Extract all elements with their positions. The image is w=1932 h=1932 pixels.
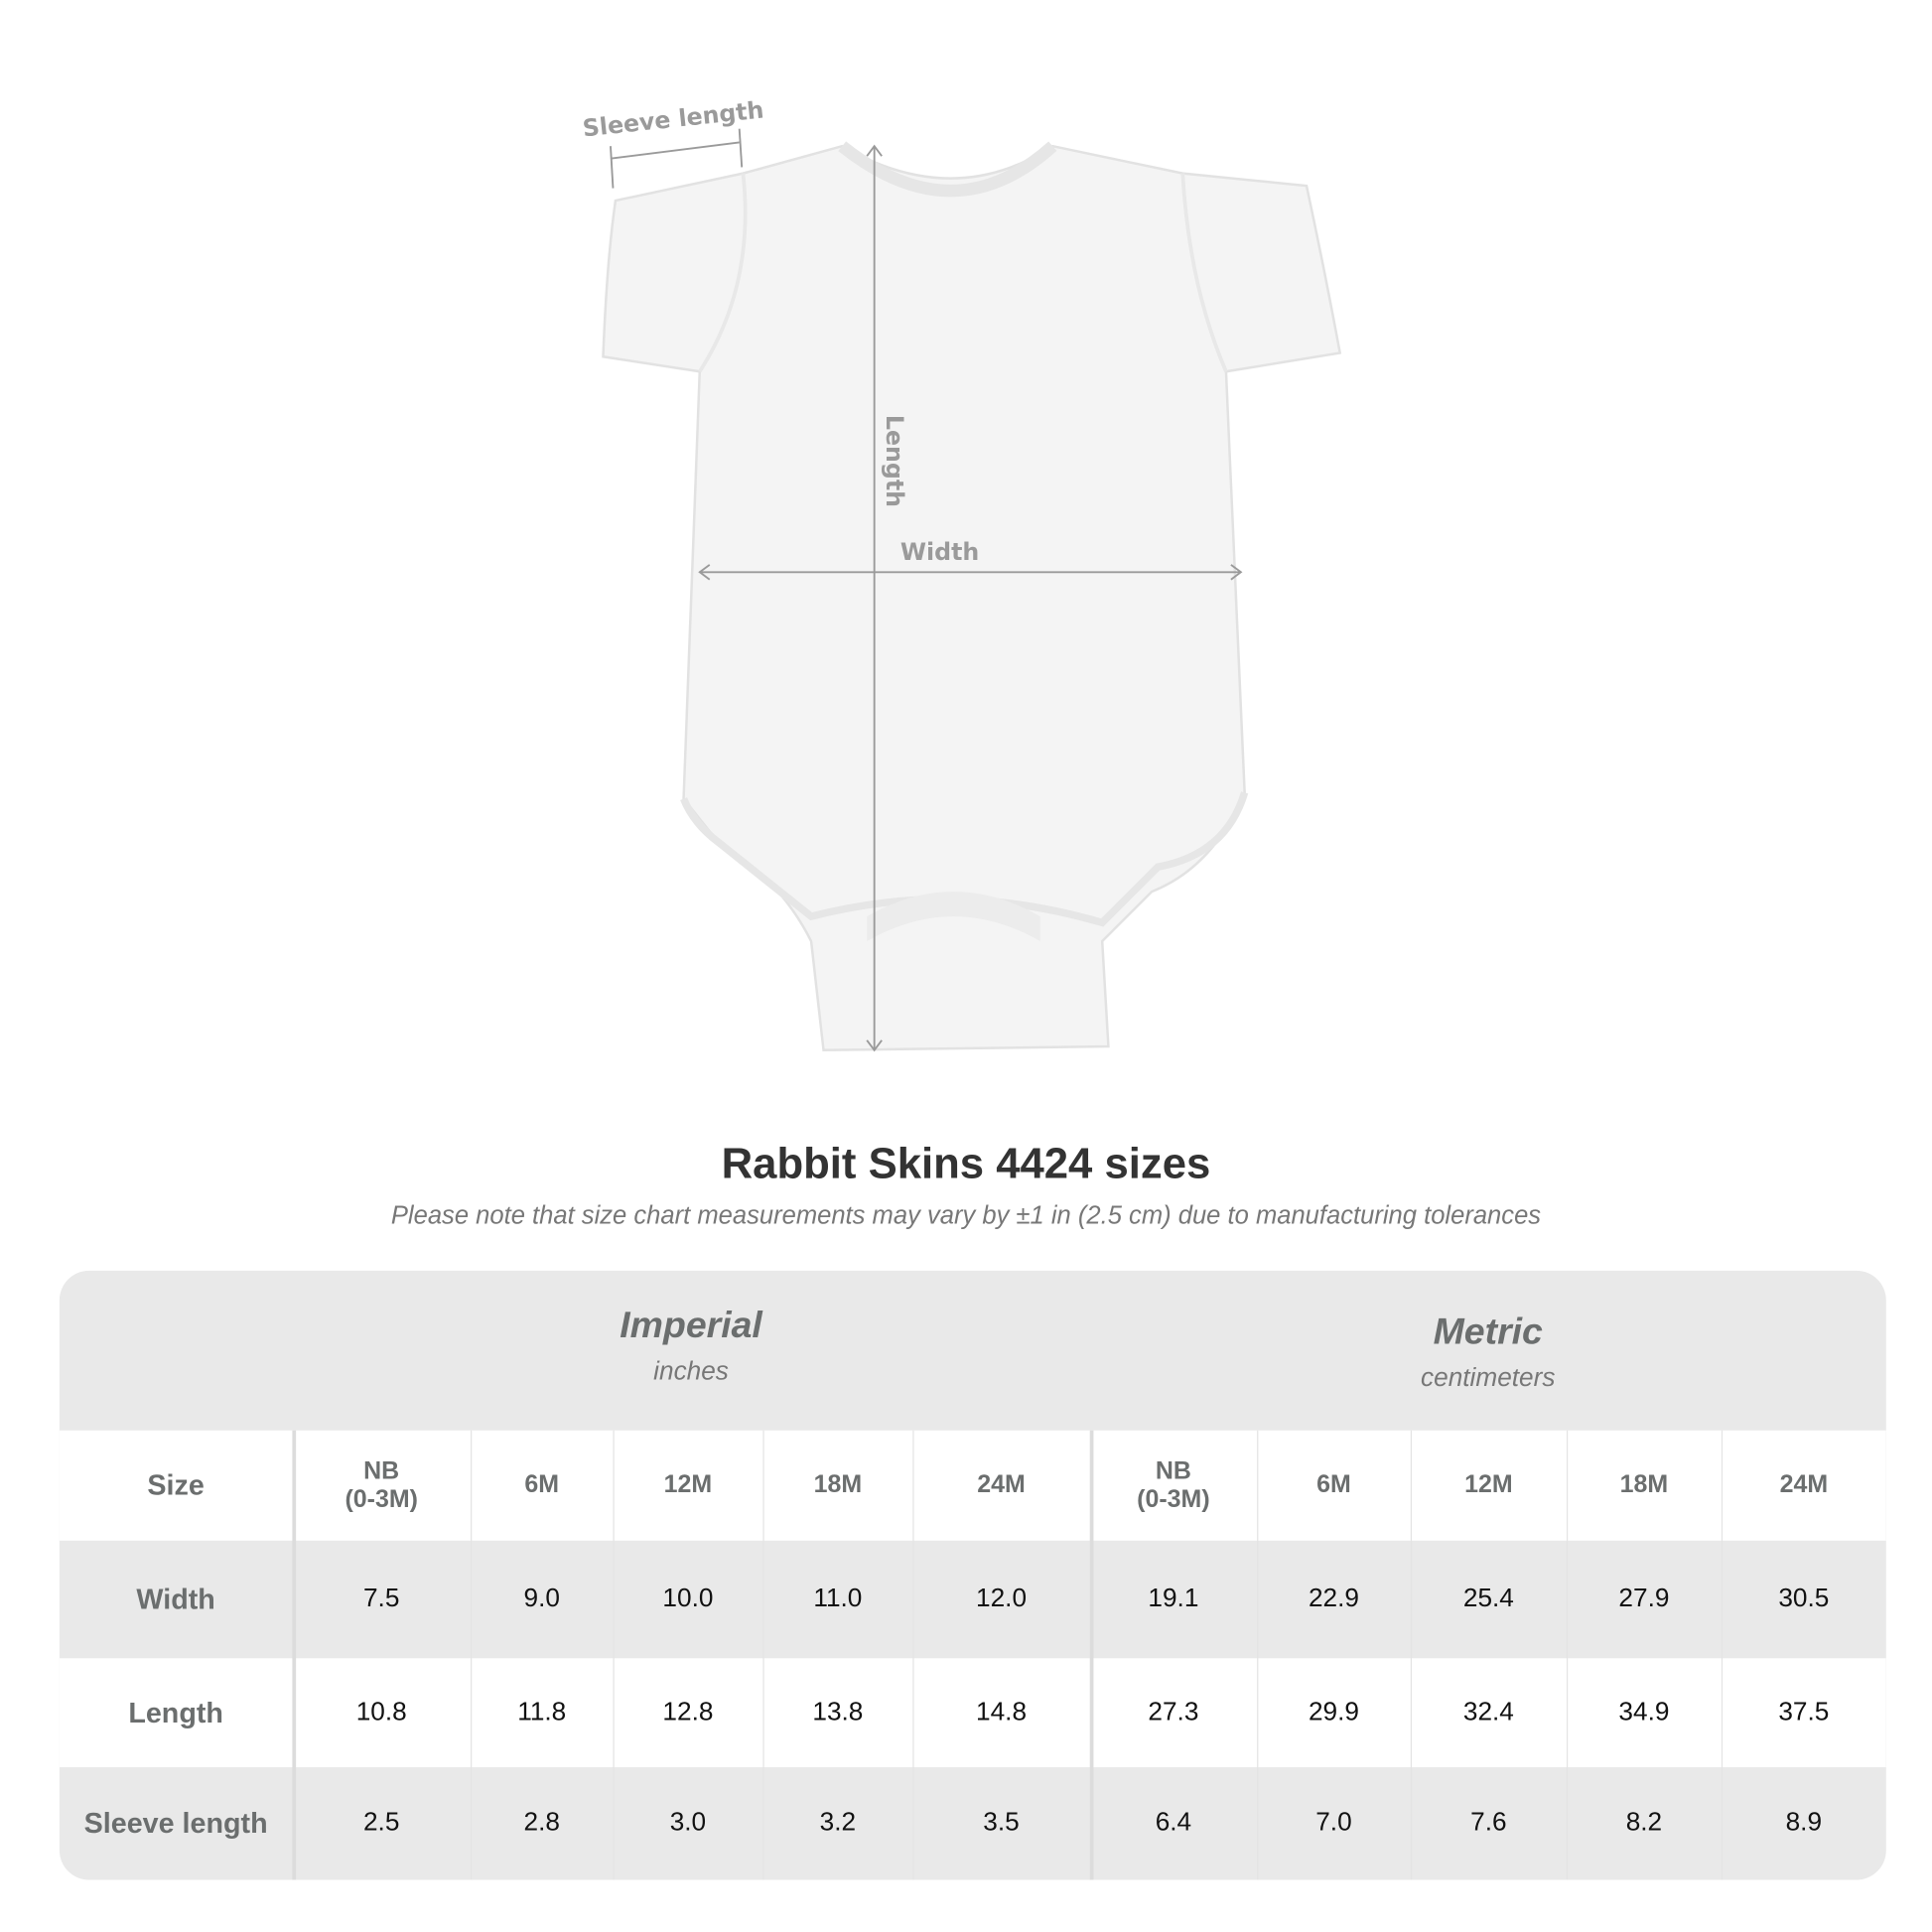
metric-value: 34.9 <box>1618 1698 1670 1726</box>
imperial-size-header: 6M <box>524 1470 560 1499</box>
imperial-size-header: NB (0-3M) <box>345 1456 418 1513</box>
imperial-value: 7.5 <box>362 1584 400 1613</box>
sleeve-length-arrow <box>610 141 740 160</box>
metric-value: 27.9 <box>1618 1584 1670 1613</box>
metric-title: Metric <box>1433 1311 1543 1353</box>
chart-title: Rabbit Skins 4424 sizes <box>721 1139 1211 1188</box>
metric-size-header: 12M <box>1464 1470 1513 1499</box>
size-table: Imperial inches Metric centimeters Size N… <box>59 1270 1886 1880</box>
row-label: Length <box>128 1696 223 1729</box>
tolerance-note: Please note that size chart measurements… <box>390 1200 1542 1230</box>
metric-value: 29.9 <box>1308 1698 1359 1726</box>
metric-value: 37.5 <box>1778 1698 1830 1726</box>
metric-size-header: NB (0-3M) <box>1137 1456 1210 1513</box>
metric-value: 7.0 <box>1315 1808 1352 1838</box>
imperial-value: 14.8 <box>976 1698 1028 1726</box>
imperial-title: Imperial <box>620 1305 762 1346</box>
imperial-unit: inches <box>653 1357 729 1386</box>
imperial-value: 12.8 <box>662 1698 714 1726</box>
imperial-value: 3.0 <box>669 1808 707 1838</box>
imperial-value: 10.8 <box>355 1698 407 1726</box>
column-divider <box>1410 1430 1413 1880</box>
width-label: Width <box>900 538 979 566</box>
length-label: Length <box>881 415 908 507</box>
imperial-value: 11.0 <box>813 1584 863 1613</box>
imperial-value: 9.0 <box>523 1584 560 1613</box>
metric-value: 32.4 <box>1462 1698 1514 1726</box>
imperial-value: 13.8 <box>812 1698 864 1726</box>
sleeve-length-label: Sleeve length <box>582 96 764 143</box>
metric-value: 8.9 <box>1785 1808 1823 1838</box>
metric-value: 30.5 <box>1778 1584 1830 1613</box>
imperial-value: 3.5 <box>983 1808 1020 1838</box>
column-divider <box>912 1430 914 1880</box>
imperial-value: 2.8 <box>523 1808 560 1838</box>
metric-header: Metric centimeters <box>1090 1311 1886 1393</box>
onesie-image <box>602 141 1342 1052</box>
metric-value: 22.9 <box>1308 1584 1359 1613</box>
imperial-value: 3.2 <box>819 1808 857 1838</box>
metric-size-header: 18M <box>1619 1470 1669 1499</box>
metric-size-header: 6M <box>1316 1470 1351 1499</box>
metric-value: 25.4 <box>1462 1584 1514 1613</box>
imperial-size-header: 24M <box>977 1470 1026 1499</box>
column-divider <box>1089 1430 1094 1880</box>
metric-value: 6.4 <box>1155 1808 1192 1838</box>
row-label: Sleeve length <box>83 1807 268 1840</box>
onesie-measurement-diagram: Sleeve length Length Width <box>582 96 1342 1052</box>
column-divider <box>1721 1430 1724 1880</box>
metric-unit: centimeters <box>1421 1363 1556 1393</box>
metric-value: 19.1 <box>1148 1584 1199 1613</box>
column-divider <box>292 1430 297 1880</box>
imperial-size-header: 18M <box>813 1470 863 1499</box>
column-divider <box>613 1430 615 1880</box>
column-divider <box>1257 1430 1259 1880</box>
metric-size-header: 24M <box>1779 1470 1829 1499</box>
row-label: Width <box>136 1583 215 1615</box>
imperial-value: 10.0 <box>662 1584 714 1613</box>
column-divider <box>1566 1430 1569 1880</box>
metric-value: 7.6 <box>1470 1808 1507 1838</box>
metric-value: 27.3 <box>1148 1698 1199 1726</box>
imperial-size-header: 12M <box>663 1470 713 1499</box>
imperial-value: 12.0 <box>976 1584 1028 1613</box>
column-divider <box>762 1430 764 1880</box>
imperial-value: 2.5 <box>362 1808 400 1838</box>
size-header: Size <box>147 1468 205 1502</box>
imperial-value: 11.8 <box>517 1698 567 1726</box>
imperial-header: Imperial inches <box>292 1306 1089 1387</box>
metric-value: 8.2 <box>1625 1808 1663 1838</box>
column-divider <box>471 1430 473 1880</box>
